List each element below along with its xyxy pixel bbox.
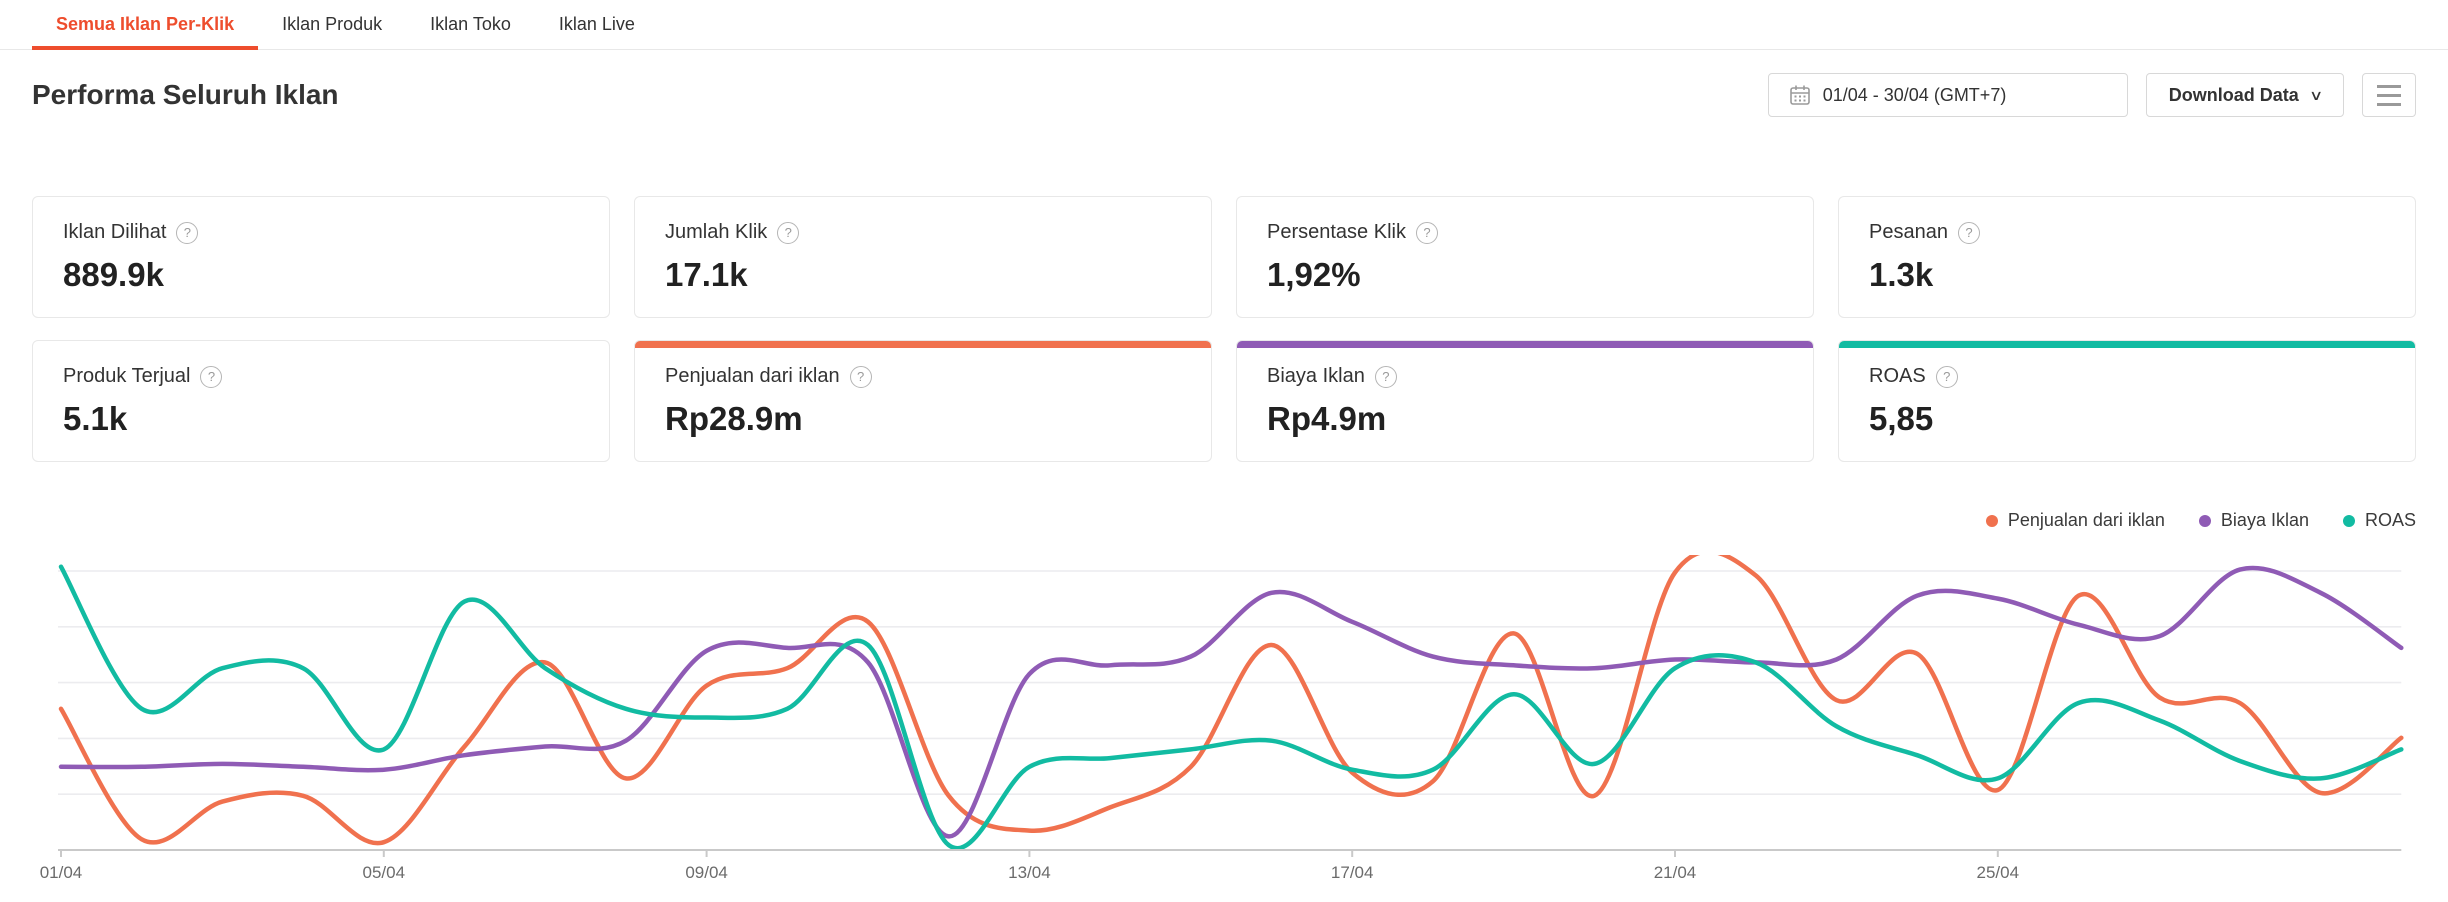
card-value: 1,92%	[1267, 256, 1361, 293]
card-biaya-iklan[interactable]: Biaya Iklan ? Rp4.9m	[1236, 340, 1814, 462]
axis-tick-label: 13/04	[1008, 863, 1051, 882]
legend-label: Biaya Iklan	[2220, 510, 2309, 530]
tab-bar: Semua Iklan Per-Klik Iklan Produk Iklan …	[0, 0, 2448, 50]
tab-label: Iklan Toko	[430, 14, 511, 34]
legend-label: Penjualan dari iklan	[2007, 510, 2165, 530]
series-line-biaya-iklan	[58, 565, 2404, 839]
card-accent-bar	[33, 197, 609, 204]
tab-label: Semua Iklan Per-Klik	[56, 14, 235, 34]
card-value: 889.9k	[63, 256, 164, 293]
help-icon[interactable]: ?	[1374, 365, 1397, 388]
card-value: Rp28.9m	[665, 400, 803, 437]
card-penjualan-dari-iklan[interactable]: Penjualan dari iklan ? Rp28.9m	[634, 340, 1212, 462]
axis-tick-label: 17/04	[1331, 863, 1374, 882]
card-value: 1.3k	[1869, 256, 1934, 293]
card-label: Penjualan dari iklan	[665, 365, 840, 387]
axis-tick-label: 21/04	[1654, 863, 1697, 882]
series-line-roas	[58, 564, 2404, 849]
card-roas[interactable]: ROAS ? 5,85	[1838, 340, 2416, 462]
card-iklan-dilihat[interactable]: Iklan Dilihat ? 889.9k	[32, 196, 610, 318]
card-value: 5.1k	[63, 400, 128, 437]
menu-button[interactable]	[2362, 73, 2416, 117]
legend-dot	[2342, 514, 2355, 527]
help-icon[interactable]: ?	[1957, 221, 1980, 244]
card-label: Iklan Dilihat	[63, 221, 167, 243]
help-icon[interactable]: ?	[1935, 365, 1958, 388]
tab-semua-iklan-per-klik[interactable]: Semua Iklan Per-Klik	[32, 0, 259, 50]
metric-cards: Iklan Dilihat ? 889.9k Jumlah Klik ? 17.…	[32, 196, 2416, 462]
tab-iklan-produk[interactable]: Iklan Produk	[258, 0, 406, 49]
card-accent-bar	[33, 341, 609, 348]
axis-tick-label: 05/04	[363, 863, 406, 882]
card-produk-terjual[interactable]: Produk Terjual ? 5.1k	[32, 340, 610, 462]
performance-chart[interactable]: 01/04 05/04 09/04 13/04 17/04 21/04 25/04	[32, 555, 2416, 885]
legend-item-roas[interactable]: ROAS	[2342, 510, 2416, 531]
date-range-picker[interactable]: 01/04 - 30/04 (GMT+7)	[1767, 73, 2128, 117]
tab-iklan-live[interactable]: Iklan Live	[535, 0, 659, 49]
card-label: Biaya Iklan	[1267, 365, 1365, 387]
card-label: Persentase Klik	[1267, 221, 1406, 243]
axis-tick-label: 09/04	[685, 863, 728, 882]
legend-dot	[2198, 514, 2211, 527]
card-value: 17.1k	[665, 256, 748, 293]
card-accent-bar	[1237, 197, 1813, 204]
tab-label: Iklan Live	[558, 14, 635, 34]
legend-label: ROAS	[2364, 510, 2416, 530]
legend-item-biaya-iklan[interactable]: Biaya Iklan	[2198, 510, 2309, 531]
card-accent-bar	[1839, 197, 2415, 204]
card-jumlah-klik[interactable]: Jumlah Klik ? 17.1k	[634, 196, 1212, 318]
help-icon[interactable]: ?	[849, 365, 872, 388]
download-data-label: Download Data	[2168, 84, 2299, 105]
series-line-penjualan-dari-iklan	[58, 555, 2404, 846]
date-range-value: 01/04 - 30/04 (GMT+7)	[1822, 84, 2007, 105]
card-label: ROAS	[1869, 365, 1926, 387]
page-header: Performa Seluruh Iklan 01/04 - 30/04 (GM…	[0, 72, 2448, 118]
calendar-icon	[1789, 85, 1810, 105]
card-label: Jumlah Klik	[665, 221, 768, 243]
card-value: 5,85	[1869, 400, 1934, 437]
card-persentase-klik[interactable]: Persentase Klik ? 1,92%	[1236, 196, 1814, 318]
help-icon[interactable]: ?	[1415, 221, 1438, 244]
download-data-button[interactable]: Download Data ∨	[2145, 73, 2344, 117]
card-accent-bar	[635, 341, 1211, 348]
header-controls: 01/04 - 30/04 (GMT+7) Download Data ∨	[1767, 73, 2416, 117]
help-icon[interactable]: ?	[176, 221, 199, 244]
page-title: Performa Seluruh Iklan	[32, 79, 339, 110]
card-accent-bar	[1237, 341, 1813, 348]
chart-area: 01/04 05/04 09/04 13/04 17/04 21/04 25/04	[32, 555, 2416, 885]
chevron-down-icon: ∨	[2308, 86, 2324, 103]
tab-iklan-toko[interactable]: Iklan Toko	[406, 0, 535, 49]
legend-dot	[1985, 514, 1998, 527]
chart-legend: Penjualan dari iklan Biaya Iklan ROAS	[32, 510, 2416, 531]
card-accent-bar	[1839, 341, 2415, 348]
help-icon[interactable]: ?	[200, 365, 223, 388]
help-icon[interactable]: ?	[777, 221, 800, 244]
card-pesanan[interactable]: Pesanan ? 1.3k	[1838, 196, 2416, 318]
card-accent-bar	[635, 197, 1211, 204]
card-label: Pesanan	[1869, 221, 1948, 243]
hamburger-icon	[2377, 84, 2401, 88]
card-value: Rp4.9m	[1267, 400, 1387, 437]
axis-tick-label: 01/04	[40, 863, 83, 882]
tab-label: Iklan Produk	[282, 14, 383, 34]
legend-item-penjualan-dari-iklan[interactable]: Penjualan dari iklan	[1985, 510, 2165, 531]
card-label: Produk Terjual	[63, 365, 191, 387]
axis-tick-label: 25/04	[1977, 863, 2020, 882]
